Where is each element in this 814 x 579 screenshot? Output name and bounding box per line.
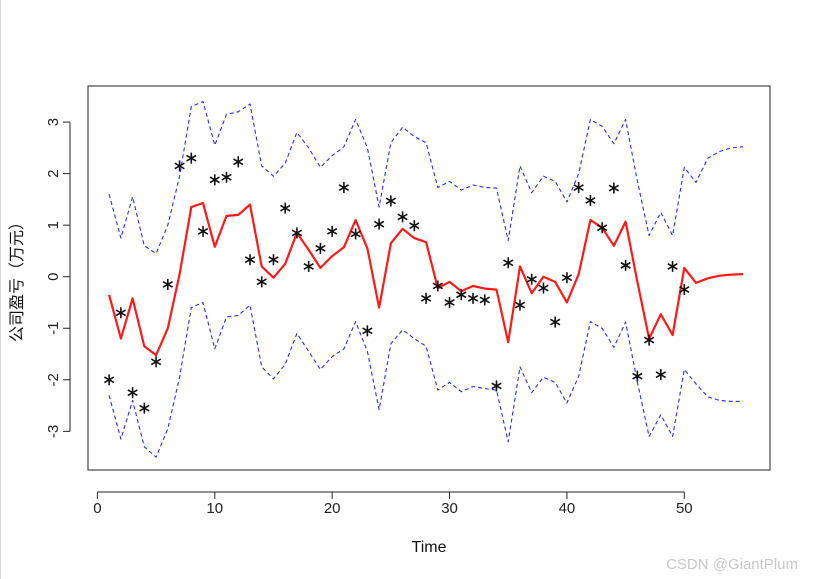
y-tick-label: 3 bbox=[45, 118, 62, 126]
observed-point bbox=[409, 220, 420, 232]
observed-point bbox=[115, 307, 127, 319]
y-tick-label: -1 bbox=[45, 322, 62, 335]
observed-point bbox=[127, 387, 138, 399]
x-axis-title: Time bbox=[412, 539, 447, 556]
series-upper-line bbox=[108, 100, 744, 255]
observed-point bbox=[291, 227, 303, 239]
observed-point bbox=[338, 182, 350, 194]
observed-point bbox=[679, 284, 690, 296]
observed-point bbox=[538, 282, 549, 294]
observed-point bbox=[268, 254, 279, 266]
y-axis-title: 公司盈亏（万元） bbox=[8, 214, 26, 342]
observed-point bbox=[397, 211, 408, 223]
observed-point bbox=[233, 156, 244, 168]
observed-point bbox=[174, 160, 185, 172]
y-tick-label: 0 bbox=[45, 273, 62, 281]
observed-point bbox=[326, 225, 338, 237]
observed-point bbox=[550, 316, 561, 328]
watermark: CSDN @GiantPlum bbox=[666, 556, 798, 573]
y-axis: -3 -2 -1 0 1 2 3 bbox=[45, 118, 71, 438]
y-tick-label: 2 bbox=[45, 169, 62, 177]
observed-point bbox=[303, 260, 314, 272]
y-tick-label: -2 bbox=[45, 373, 62, 386]
observed-point bbox=[162, 278, 173, 290]
observed-point bbox=[596, 222, 608, 234]
observed-point bbox=[256, 276, 267, 288]
observed-point bbox=[280, 202, 291, 214]
observed-point bbox=[209, 174, 220, 186]
observed-point bbox=[139, 402, 150, 414]
observed-point bbox=[150, 356, 162, 368]
observed-point bbox=[432, 280, 443, 292]
observed-point bbox=[373, 218, 385, 230]
x-tick-label: 20 bbox=[324, 500, 341, 517]
series-lower-line bbox=[108, 301, 743, 458]
observed-point bbox=[479, 294, 490, 306]
observed-point bbox=[643, 334, 655, 346]
observed-point bbox=[385, 195, 397, 207]
y-tick-label: 1 bbox=[45, 221, 62, 229]
observed-point bbox=[667, 260, 678, 272]
observed-point bbox=[503, 257, 514, 269]
observed-point bbox=[620, 259, 631, 271]
x-tick-label: 10 bbox=[206, 500, 223, 517]
observed-point bbox=[186, 152, 197, 164]
y-tick-label: -3 bbox=[45, 425, 62, 438]
observed-point bbox=[420, 292, 432, 304]
x-axis: 0 10 20 30 40 50 bbox=[93, 491, 693, 517]
x-tick-label: 0 bbox=[93, 500, 101, 517]
observed-point bbox=[350, 228, 361, 240]
x-tick-label: 40 bbox=[559, 500, 576, 517]
observed-point bbox=[573, 182, 584, 194]
observed-point bbox=[456, 289, 467, 301]
observed-point bbox=[103, 374, 115, 386]
observed-point bbox=[561, 272, 573, 284]
left-edge-line bbox=[0, 0, 1, 579]
observed-point bbox=[514, 299, 526, 311]
observed-point bbox=[585, 194, 596, 206]
observed-point bbox=[632, 370, 643, 382]
observed-point bbox=[444, 296, 455, 308]
series-layer bbox=[103, 100, 744, 458]
x-tick-label: 30 bbox=[441, 500, 458, 517]
observed-point bbox=[221, 171, 232, 183]
x-tick-label: 50 bbox=[676, 500, 693, 517]
observed-point bbox=[315, 242, 326, 254]
observed-point bbox=[655, 369, 666, 381]
observed-point bbox=[244, 254, 256, 266]
observed-point bbox=[362, 325, 373, 337]
observed-point bbox=[491, 380, 502, 392]
plot-frame bbox=[87, 85, 771, 471]
observed-point bbox=[608, 182, 620, 194]
observed-point bbox=[467, 292, 479, 304]
series-fitted-line bbox=[108, 201, 744, 357]
observed-point bbox=[526, 273, 537, 285]
observed-point bbox=[197, 225, 209, 237]
